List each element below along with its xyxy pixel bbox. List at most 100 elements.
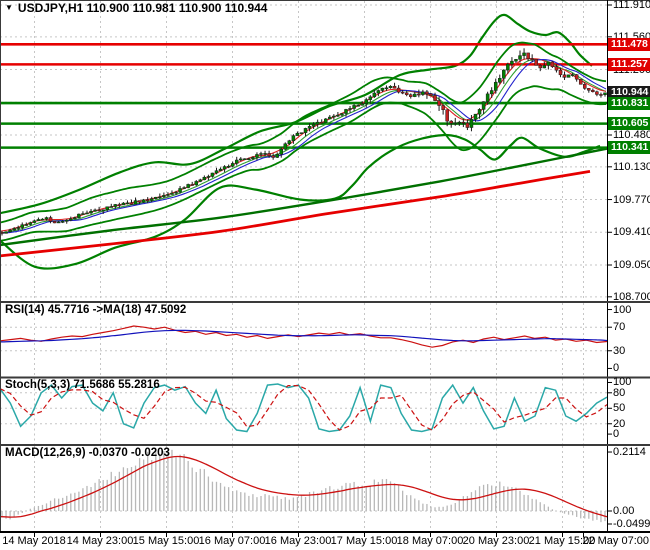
candle [93,209,97,212]
candle [400,91,405,94]
candle [291,135,296,141]
candle [526,52,530,60]
macd-signal-line [0,455,607,518]
candle [81,213,85,215]
candle [453,122,458,125]
candle [396,87,401,93]
candle [514,59,518,62]
candle [48,217,53,222]
candle [101,209,105,212]
candle [149,198,154,201]
candle [469,119,474,128]
slow-ma-line [0,147,607,247]
candle [283,143,288,150]
candle [502,69,506,79]
candle [595,91,599,95]
candle [36,219,41,222]
candle [506,63,510,71]
candle [109,206,114,208]
candle [20,224,24,228]
candle [117,204,122,206]
candle [392,85,397,89]
candle [234,159,239,164]
candle [73,217,77,220]
candle [340,113,344,116]
candle [226,166,231,168]
candle [218,168,223,171]
candle [186,184,190,188]
candle [481,101,486,110]
candle [493,82,498,91]
candle [421,91,425,95]
candle [182,187,186,189]
candle [550,61,555,67]
candle [425,91,429,95]
candle [4,231,8,234]
inner-bollinger-upper [0,41,607,224]
candle [356,105,360,107]
candle [603,92,607,95]
candle [97,209,101,212]
candle [384,87,389,90]
candle [570,74,575,76]
macd-panel[interactable] [0,446,607,531]
candle [599,94,603,96]
candle [125,202,130,205]
candle [449,120,453,124]
candle [352,105,356,109]
stoch-panel[interactable] [0,378,607,445]
candle [433,95,437,101]
candle [174,191,178,194]
main-panel[interactable] [0,1,607,301]
candle [239,158,243,161]
candle [222,166,227,170]
candle [372,92,377,98]
candle [510,60,514,65]
rsi-ma-line [0,329,607,343]
candle [587,88,591,91]
candle [259,153,263,155]
candle [263,153,267,155]
candle [158,196,162,199]
candle [518,55,522,60]
trend-line-red [0,170,591,258]
candle [251,157,255,159]
rsi-panel[interactable] [0,303,607,377]
candle [166,194,170,196]
candle [522,52,526,56]
candle [364,99,368,105]
candle [461,121,466,124]
candle [255,154,259,158]
candle [56,221,61,224]
candle [380,87,385,91]
candle [170,192,174,195]
candle [417,93,421,96]
candle [311,124,316,127]
candle [52,221,57,224]
candle [530,58,534,61]
candle [473,113,478,120]
candle [328,116,332,120]
candle [360,103,364,106]
candle [16,227,20,229]
candle [162,195,166,198]
candle [315,121,320,125]
candle [44,217,49,220]
candle [65,219,69,222]
outer-bollinger-upper [0,13,593,215]
candle [583,84,587,89]
candle [344,109,348,114]
candle [489,90,494,95]
candle [336,114,340,117]
candle [441,105,445,110]
candle [408,94,413,97]
candle [368,96,373,100]
candle [121,202,126,206]
candle [324,118,328,123]
candle [8,229,12,233]
candle [457,121,462,124]
candle [129,202,134,205]
ma-fast-green [0,59,607,234]
